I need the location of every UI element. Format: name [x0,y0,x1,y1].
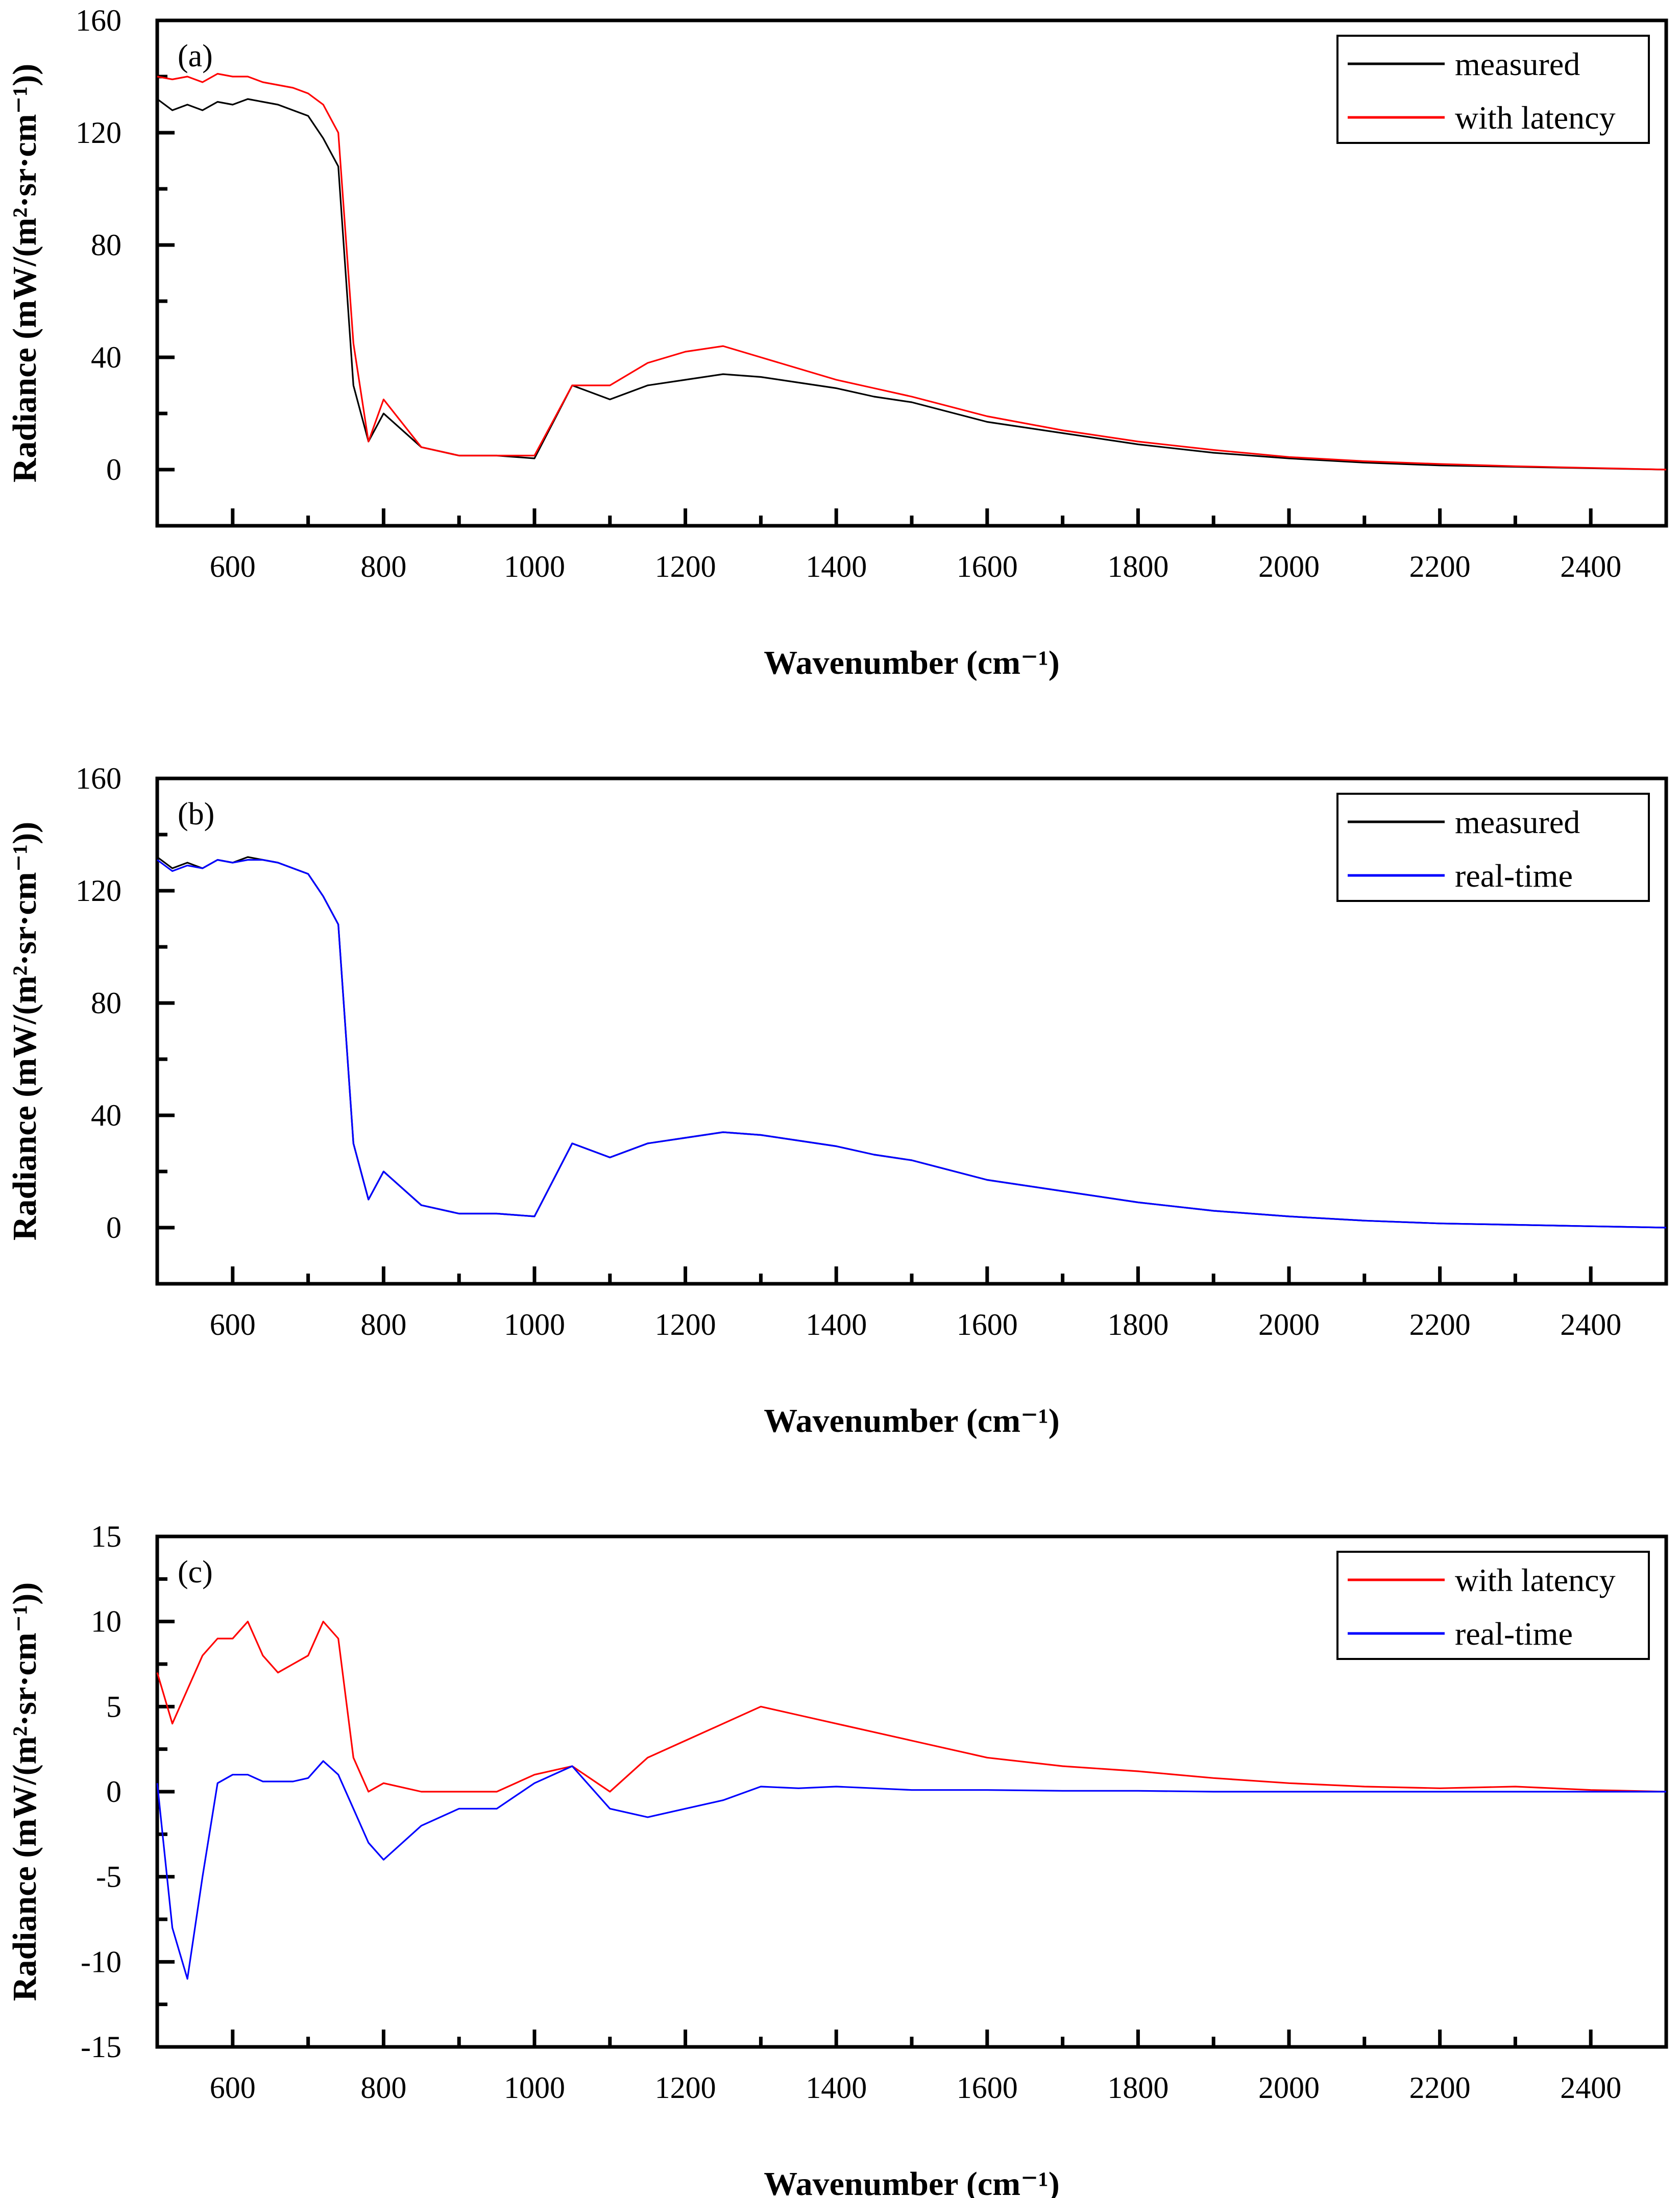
x-tick-label: 1600 [957,1308,1018,1341]
y-tick-label: 5 [106,1690,121,1723]
x-tick-label: 1000 [504,2071,565,2105]
x-tick-label: 800 [360,2071,406,2105]
x-tick-label: 1600 [957,550,1018,583]
panel-label: (c) [178,1555,213,1590]
y-tick-label: 15 [91,1520,121,1553]
tick-marks [155,18,1668,528]
series-layer [156,1621,1667,1980]
x-tick-label: 1000 [504,550,565,583]
x-tick-label: 600 [210,2071,256,2105]
x-tick-label: 600 [210,550,256,583]
series-line-with-latency [156,1621,1667,1793]
y-tick-label: 160 [76,762,121,795]
x-tick-label: 2400 [1560,550,1621,583]
panel-c: 600 800 1000 1200 1400 1600 1800 2000 2200 2400 -1… [6,1520,1668,2198]
legend-label-with-latency: with latency [1455,100,1616,136]
x-tick-label: 2400 [1560,1308,1621,1341]
legend-label-real-time: real-time [1455,858,1573,894]
legend: measured real-time [1336,793,1650,902]
legend-label-measured: measured [1455,46,1580,82]
x-tick-label: 1000 [504,1308,565,1341]
y-tick-label: 0 [106,1211,121,1244]
tick-marks [155,1534,1668,2049]
x-tick-label: 1400 [806,550,867,583]
x-axis-title: Wavenumber (cm⁻¹) [764,1402,1060,1439]
x-tick-label: 2000 [1258,550,1320,583]
x-tick-label: 2200 [1409,550,1471,583]
panel-label: (b) [178,797,214,832]
legend-box [1336,793,1650,902]
panel-a: 600 800 1000 1200 1400 1600 1800 2000 2200 2400 0 4… [6,4,1668,681]
tick-labels: 600 800 1000 1200 1400 1600 1800 2000 2200 2400 -1… [81,1520,1621,2105]
y-tick-label: 120 [76,874,121,908]
series-line-real-time [156,1760,1666,1980]
y-tick-label: 40 [91,1098,121,1132]
tick-labels: 600 800 1000 1200 1400 1600 1800 2000 2200 2400 0 4… [76,762,1621,1341]
series-line-with-latency [157,72,1667,471]
series-layer [157,72,1667,471]
x-axis-title: Wavenumber (cm⁻¹) [764,2165,1060,2198]
y-axis-title: Radiance (mW/(m²·sr·cm⁻¹)) [6,64,43,482]
x-tick-label: 2200 [1409,1308,1471,1341]
tick-marks [155,776,1668,1286]
legend: with latency real-time [1336,1551,1650,1660]
panel-label: (a) [178,39,213,74]
y-axis-title: Radiance (mW/(m²·sr·cm⁻¹)) [6,1582,43,2001]
x-tick-label: 2000 [1258,2071,1320,2105]
x-tick-label: 600 [210,1308,256,1341]
x-tick-label: 1200 [655,1308,716,1341]
x-tick-label: 2200 [1409,2071,1471,2105]
tick-labels: 600 800 1000 1200 1400 1600 1800 2000 2200 2400 0 4… [76,4,1621,583]
x-tick-label: 1400 [806,1308,867,1341]
series-line-real-time [157,859,1667,1229]
y-axis-title: Radiance (mW/(m²·sr·cm⁻¹)) [6,822,43,1240]
y-tick-label: 40 [91,340,121,374]
x-tick-label: 1800 [1107,1308,1168,1341]
panel-b: 600 800 1000 1200 1400 1600 1800 2000 2200 2400 0 4… [6,762,1668,1439]
y-tick-label: 80 [91,986,121,1020]
y-tick-label: -10 [81,1945,121,1979]
x-tick-label: 800 [360,1308,406,1341]
x-tick-label: 1200 [655,550,716,583]
y-tick-label: -5 [96,1860,121,1894]
y-tick-label: 160 [76,4,121,37]
legend-box [1336,35,1650,144]
x-tick-label: 1600 [957,2071,1018,2105]
x-tick-label: 2400 [1560,2071,1621,2105]
y-tick-label: 0 [106,1775,121,1809]
x-axis-title: Wavenumber (cm⁻¹) [764,644,1060,681]
y-tick-label: 0 [106,453,121,486]
x-tick-label: 2000 [1258,1308,1320,1341]
series-layer [157,856,1667,1229]
x-tick-label: 800 [360,550,406,583]
y-tick-label: 80 [91,228,121,262]
legend-label-measured: measured [1455,804,1580,840]
x-tick-label: 1800 [1107,2071,1168,2105]
x-tick-label: 1400 [806,2071,867,2105]
x-tick-label: 1200 [655,2071,716,2105]
legend: measured with latency [1336,35,1650,144]
legend-label-with-latency: with latency [1455,1562,1616,1598]
x-tick-label: 1800 [1107,550,1168,583]
y-tick-label: -15 [81,2030,121,2064]
legend-box [1336,1551,1650,1660]
y-tick-label: 120 [76,116,121,150]
y-tick-label: 10 [91,1605,121,1639]
legend-label-real-time: real-time [1455,1616,1573,1652]
